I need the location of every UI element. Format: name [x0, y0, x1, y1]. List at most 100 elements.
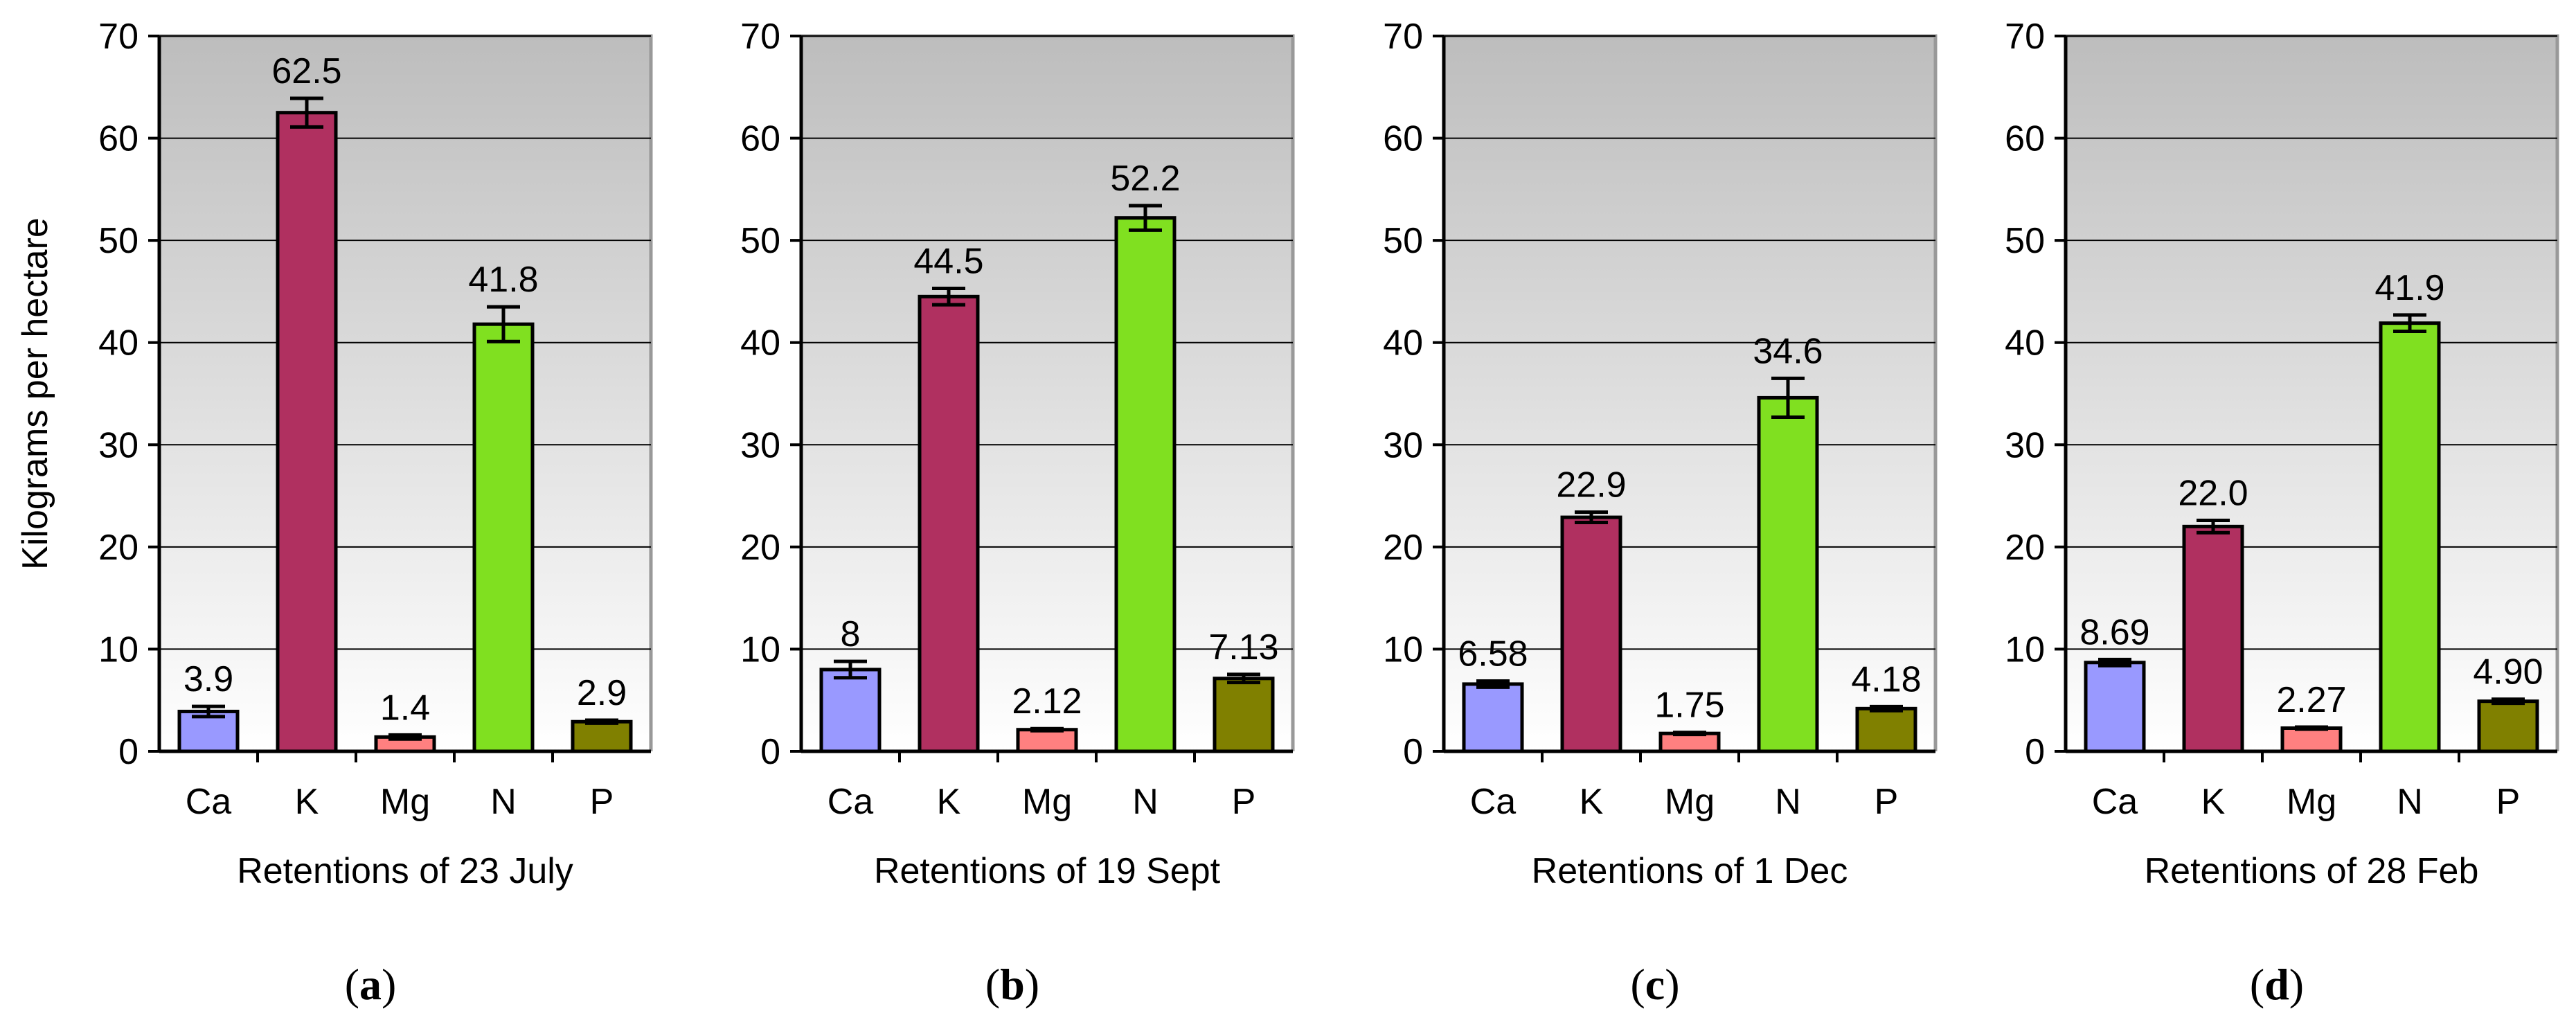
chart-panel-c: 0 10 20 30 40 50 60 70 6.58 Ca 22.9 K 1.75 Mg 34.6 N 4.1… — [1383, 17, 1938, 1009]
category-label-N: N — [1775, 782, 1801, 822]
bar-Mg — [2280, 726, 2343, 753]
bar-Ca — [2084, 661, 2146, 753]
plot-area — [159, 36, 651, 751]
category-label-N: N — [490, 782, 517, 822]
y-tick-label: 0 — [2025, 732, 2045, 772]
category-label-K: K — [2201, 782, 2226, 822]
y-tick-label: 10 — [2005, 629, 2045, 670]
bar-Ca — [1462, 682, 1524, 753]
y-tick-label: 20 — [740, 528, 780, 568]
y-tick-label: 50 — [98, 221, 138, 261]
data-label-Mg: 1.75 — [1654, 686, 1724, 726]
bar-K — [918, 294, 980, 753]
category-label-Ca: Ca — [828, 782, 874, 822]
data-label-K: 22.9 — [1556, 465, 1626, 505]
y-tick-label: 50 — [1383, 221, 1423, 261]
y-tick-label: 50 — [2005, 221, 2045, 261]
data-label-N: 34.6 — [1753, 331, 1823, 371]
data-label-K: 22.0 — [2178, 473, 2248, 513]
data-label-Ca: 8.69 — [2079, 612, 2149, 652]
y-tick-label: 60 — [98, 119, 138, 159]
y-tick-label: 0 — [1403, 732, 1423, 772]
plot-area — [1444, 36, 1935, 751]
category-label-P: P — [1232, 782, 1256, 822]
data-label-P: 7.13 — [1208, 627, 1278, 668]
bar-N — [1114, 216, 1177, 753]
category-label-P: P — [2496, 782, 2521, 822]
bar-K — [1560, 515, 1622, 753]
y-tick-label: 60 — [2005, 119, 2045, 159]
bar-Mg — [1016, 728, 1078, 753]
y-tick-label: 20 — [98, 528, 138, 568]
y-tick-label: 0 — [118, 732, 138, 772]
panel-label: (d) — [2250, 960, 2304, 1009]
category-label-Mg: Mg — [380, 782, 430, 822]
data-label-P: 4.18 — [1851, 659, 1921, 699]
chart-panel-a: 0 10 20 30 40 50 60 70 3.9 Ca 62.5 K 1.4 Mg 41.8 N 2.9 PR… — [15, 17, 653, 1009]
bar-P — [2477, 699, 2539, 753]
y-tick-label: 40 — [2005, 323, 2045, 364]
data-label-P: 4.90 — [2473, 652, 2543, 692]
panel-label: (c) — [1630, 960, 1679, 1009]
data-label-Ca: 8 — [841, 614, 861, 654]
y-tick-label: 40 — [740, 323, 780, 364]
y-tick-label: 10 — [98, 629, 138, 670]
panels: 0102030405060703.9Ca62.5K1.4Mg41.8N2.9PR… — [15, 17, 2559, 1009]
data-label-Ca: 3.9 — [184, 659, 233, 699]
y-tick-label: 10 — [740, 629, 780, 670]
plot-area — [2066, 36, 2557, 751]
x-axis-label: Retentions of 23 July — [237, 851, 573, 891]
category-label-K: K — [295, 782, 319, 822]
category-label-Ca: Ca — [2092, 782, 2138, 822]
category-label-Mg: Mg — [2287, 782, 2336, 822]
y-tick-label: 30 — [98, 425, 138, 465]
data-label-K: 44.5 — [913, 242, 983, 282]
bar-P — [1855, 706, 1917, 753]
bar-N — [2379, 321, 2441, 753]
y-tick-label: 0 — [760, 732, 780, 772]
panel-label: (b) — [985, 960, 1039, 1009]
category-label-Mg: Mg — [1022, 782, 1072, 822]
category-label-N: N — [1132, 782, 1159, 822]
bar-N — [472, 322, 535, 753]
x-axis-label: Retentions of 28 Feb — [2145, 851, 2479, 891]
bar-P — [571, 719, 633, 753]
panel-label: (a) — [345, 960, 397, 1009]
y-tick-label: 50 — [740, 221, 780, 261]
data-label-N: 41.9 — [2374, 268, 2444, 308]
category-label-K: K — [1580, 782, 1604, 822]
category-label-K: K — [937, 782, 961, 822]
data-label-Mg: 2.12 — [1012, 681, 1082, 722]
y-tick-label: 60 — [740, 119, 780, 159]
category-label-P: P — [1875, 782, 1899, 822]
y-tick-label: 70 — [2005, 17, 2045, 57]
y-tick-label: 20 — [2005, 528, 2045, 568]
chart-panel-b: 0 10 20 30 40 50 60 70 8 Ca 44.5 K 2.12 Mg 52.2 N 7.13 PR… — [740, 17, 1295, 1009]
y-tick-label: 60 — [1383, 119, 1423, 159]
y-tick-label: 30 — [1383, 425, 1423, 465]
x-axis-label: Retentions of 1 Dec — [1532, 851, 1848, 891]
bar-K — [2182, 524, 2244, 753]
data-label-Ca: 6.58 — [1458, 634, 1528, 674]
y-tick-label: 70 — [740, 17, 780, 57]
y-tick-label: 20 — [1383, 528, 1423, 568]
x-axis-label: Retentions of 19 Sept — [874, 851, 1221, 891]
y-tick-label: 40 — [98, 323, 138, 364]
bar-N — [1757, 395, 1819, 753]
bar-Ca — [819, 668, 882, 753]
data-label-K: 62.5 — [271, 51, 341, 91]
category-label-P: P — [590, 782, 614, 822]
y-tick-label: 40 — [1383, 323, 1423, 364]
y-tick-label: 10 — [1383, 629, 1423, 670]
y-tick-label: 70 — [98, 17, 138, 57]
data-label-Mg: 2.27 — [2276, 680, 2346, 720]
bar-K — [276, 111, 338, 753]
category-label-N: N — [2397, 782, 2423, 822]
data-label-Mg: 1.4 — [380, 688, 430, 728]
bar-P — [1213, 677, 1275, 753]
y-tick-label: 30 — [740, 425, 780, 465]
data-label-P: 2.9 — [577, 673, 627, 713]
y-axis-label: Kilograms per hectare — [15, 217, 55, 570]
category-label-Ca: Ca — [1470, 782, 1517, 822]
